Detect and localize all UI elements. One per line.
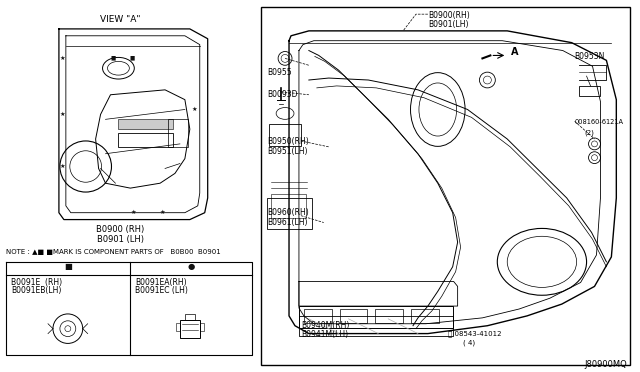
Text: B0941M(LH): B0941M(LH): [301, 330, 348, 339]
Bar: [304, 309, 332, 323]
Bar: [267, 198, 312, 230]
Text: ★: ★: [60, 56, 66, 61]
Text: B0940M(RH): B0940M(RH): [301, 321, 349, 330]
Bar: [176, 323, 180, 331]
Text: ( 4): ( 4): [463, 340, 475, 346]
Text: B0960(RH): B0960(RH): [267, 208, 309, 217]
Bar: [168, 119, 188, 147]
Text: ■: ■: [130, 56, 135, 61]
Bar: [118, 133, 173, 147]
Bar: [375, 309, 403, 323]
Text: NOTE : ▲■ ■MARK IS COMPONENT PARTS OF   B0B00  B0901: NOTE : ▲■ ■MARK IS COMPONENT PARTS OF B0…: [6, 249, 221, 255]
Text: B0901(LH): B0901(LH): [428, 20, 468, 29]
Text: B0951(LH): B0951(LH): [267, 147, 308, 156]
Text: B0950(RH): B0950(RH): [267, 137, 309, 146]
Bar: [200, 323, 204, 331]
Text: B0900 (RH): B0900 (RH): [96, 225, 145, 234]
Text: ●: ●: [188, 262, 195, 271]
Bar: [411, 309, 439, 323]
Text: B0900(RH): B0900(RH): [428, 11, 470, 20]
Bar: [118, 119, 173, 129]
Text: Ⓢ 08543-41012: Ⓢ 08543-41012: [448, 331, 501, 337]
Bar: [261, 7, 630, 365]
Text: ■: ■: [111, 56, 116, 61]
Text: VIEW "A": VIEW "A": [100, 15, 141, 24]
Text: ★: ★: [131, 210, 136, 215]
Text: A: A: [511, 48, 518, 58]
Text: ■: ■: [65, 262, 72, 271]
Text: B0091EA(RH): B0091EA(RH): [135, 278, 187, 286]
Bar: [579, 86, 600, 96]
Bar: [340, 309, 367, 323]
Text: ★: ★: [60, 164, 66, 169]
Text: ★: ★: [192, 107, 198, 112]
Text: B0901 (LH): B0901 (LH): [97, 235, 144, 244]
Text: B0093D: B0093D: [267, 90, 298, 99]
Text: B0091EB(LH): B0091EB(LH): [12, 286, 61, 295]
Text: B0091EC (LH): B0091EC (LH): [135, 286, 188, 295]
Text: (2): (2): [584, 129, 595, 136]
Bar: [269, 124, 301, 146]
Bar: [299, 306, 452, 328]
Text: B0091E  (RH): B0091E (RH): [12, 278, 63, 286]
Text: ★: ★: [60, 112, 66, 117]
Text: J80900MQ: J80900MQ: [584, 360, 627, 369]
Bar: [185, 314, 195, 320]
Bar: [180, 320, 200, 337]
Text: 008160-6121A: 008160-6121A: [575, 119, 623, 125]
Text: ★: ★: [159, 210, 165, 215]
Text: B0953N: B0953N: [575, 52, 605, 61]
Bar: [271, 194, 306, 218]
Text: B0961(LH): B0961(LH): [267, 218, 308, 227]
Text: B0955: B0955: [267, 68, 292, 77]
